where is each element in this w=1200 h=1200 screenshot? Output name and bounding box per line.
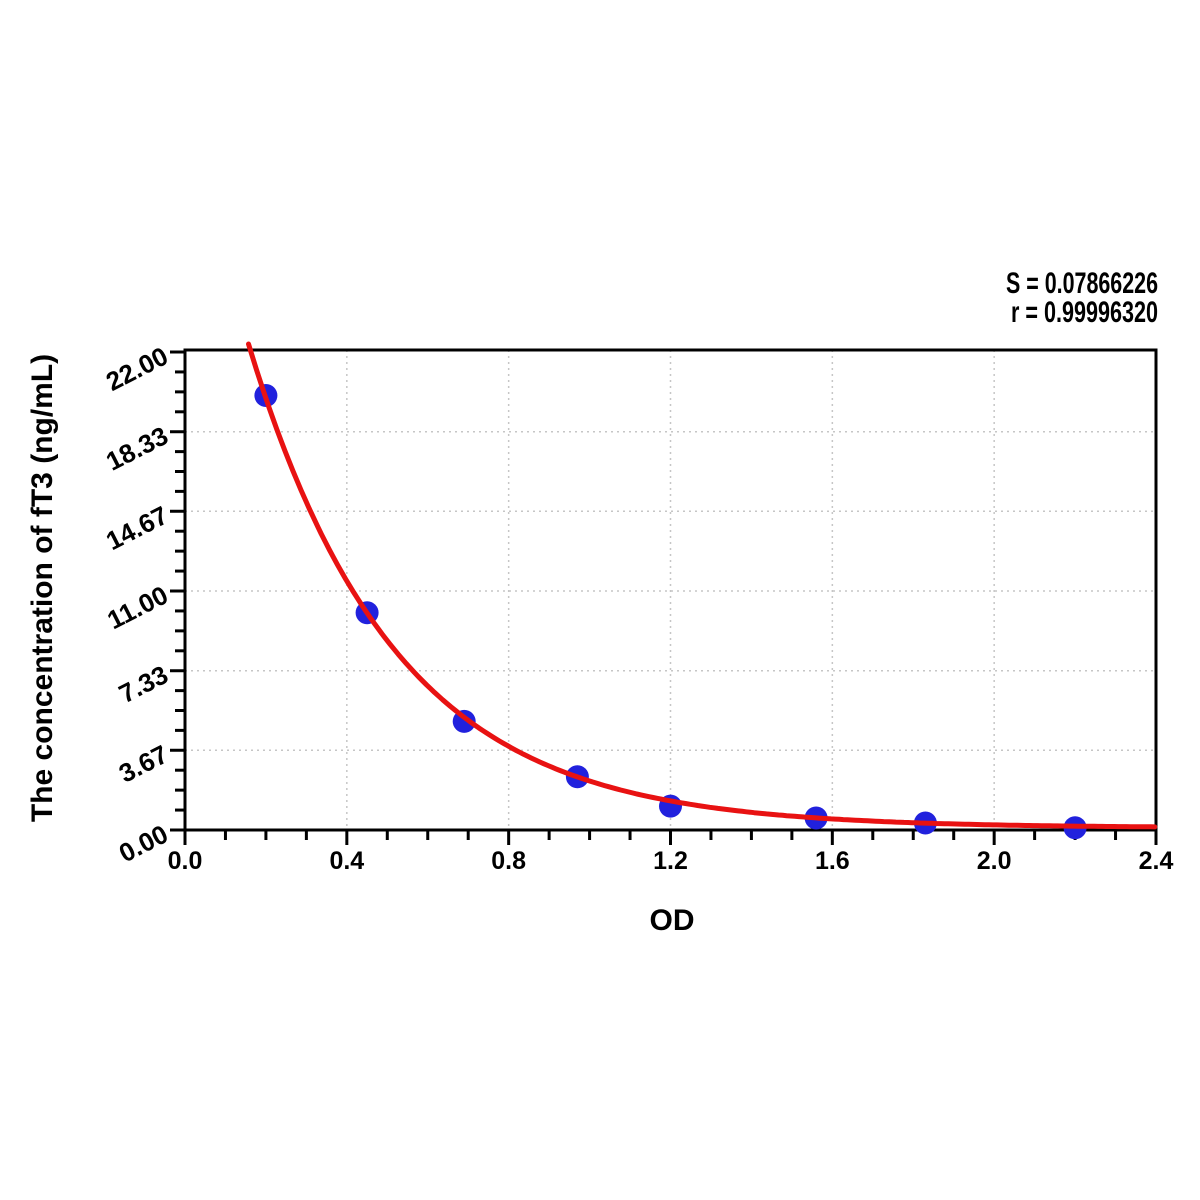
x-tick-label: 2.4	[1139, 847, 1174, 875]
x-axis-title: OD	[650, 904, 695, 937]
x-tick-label: 0.8	[491, 847, 526, 875]
stat-r-value: r = 0.99996320	[1011, 296, 1158, 329]
x-tick-label: 0.0	[168, 847, 203, 875]
fit-curve	[246, 341, 1158, 830]
plot-area: 0.0 0.4 0.8 1.2 1.6 2.0 2.4 0.00 3.67 7.33 11.00 14…	[101, 341, 1173, 875]
y-tick-label: 14.67	[101, 500, 173, 556]
y-tick-labels: 0.00 3.67 7.33 11.00 14.67 18.33 22.00	[101, 341, 173, 869]
x-tick-label: 1.6	[815, 847, 850, 875]
y-tick-label: 0.00	[114, 819, 173, 869]
y-tick-label: 11.00	[102, 580, 172, 636]
axis-ticks	[170, 350, 1158, 845]
y-tick-label: 3.67	[114, 739, 173, 789]
x-tick-labels: 0.0 0.4 0.8 1.2 1.6 2.0 2.4	[168, 847, 1174, 875]
x-tick-label: 0.4	[329, 847, 364, 875]
x-tick-label: 2.0	[977, 847, 1012, 875]
x-tick-label: 1.2	[653, 847, 688, 875]
y-axis-title: The concentration of fT3 (ng/mL)	[26, 354, 59, 822]
stat-s-value: S = 0.07866226	[1006, 267, 1158, 300]
gridlines	[185, 350, 1156, 830]
y-tick-label: 7.33	[114, 659, 173, 709]
y-tick-label: 18.33	[101, 420, 173, 476]
y-tick-label: 22.00	[101, 341, 173, 397]
